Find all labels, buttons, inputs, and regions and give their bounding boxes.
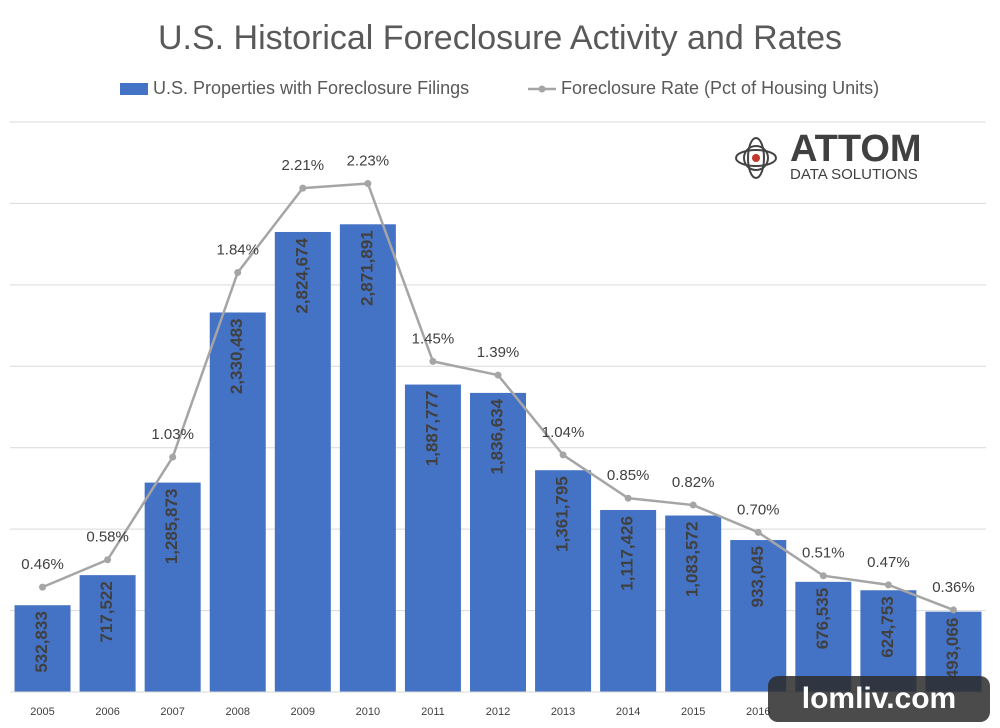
line-value-label: 1.03%: [151, 426, 194, 443]
line-value-label: 1.45%: [412, 330, 455, 347]
x-tick-label: 2009: [291, 706, 315, 718]
legend-marker: [538, 85, 546, 93]
bar: [209, 312, 266, 692]
bar-value-label: 2,871,891: [357, 230, 376, 306]
line-marker: [364, 180, 372, 188]
bar: [79, 575, 136, 692]
x-tick-label: 2013: [551, 706, 575, 718]
line-value-label: 1.39%: [477, 344, 520, 361]
line-marker: [689, 501, 697, 509]
line-value-label: 0.36%: [932, 579, 975, 596]
bar-value-label: 1,836,634: [487, 398, 506, 474]
bar-value-label: 1,361,795: [553, 476, 572, 552]
bar-value-label: 1,285,873: [162, 489, 181, 565]
bar-value-label: 493,066: [943, 618, 962, 679]
x-tick-label: 2005: [30, 706, 54, 718]
bar-value-label: 532,833: [32, 611, 51, 672]
line-marker: [949, 606, 957, 614]
x-tick-label: 2007: [160, 706, 184, 718]
line-value-label: 0.51%: [802, 545, 845, 562]
logo: ATTOM DATA SOLUTIONS: [735, 128, 922, 183]
line-marker: [299, 184, 307, 192]
bar-value-label: 933,045: [748, 546, 767, 607]
bar-value-label: 1,083,572: [683, 522, 702, 598]
bar: [339, 224, 396, 692]
line-value-label: 0.58%: [86, 529, 129, 546]
x-tick-label: 2015: [681, 706, 705, 718]
line-marker: [884, 581, 892, 589]
line-marker: [169, 453, 177, 461]
line-value-label: 0.70%: [737, 501, 780, 518]
line-marker: [559, 451, 567, 459]
bar-value-label: 1,887,777: [422, 391, 441, 467]
bar: [404, 384, 461, 692]
line-marker: [624, 494, 632, 502]
bar: [795, 581, 852, 692]
line-value-label: 0.47%: [867, 554, 910, 571]
x-tick-label: 2010: [356, 706, 380, 718]
bar: [144, 482, 201, 692]
bar-value-label: 717,522: [97, 581, 116, 642]
bar-value-label: 624,753: [878, 596, 897, 657]
bar-value-label: 1,117,426: [618, 516, 637, 591]
legend-label: U.S. Properties with Foreclosure Filings: [153, 78, 469, 98]
line-value-label: 1.84%: [216, 241, 259, 258]
line-value-label: 1.04%: [542, 424, 585, 441]
line-marker: [39, 583, 47, 591]
line-marker: [234, 268, 242, 276]
bar-value-label: 2,824,674: [292, 237, 311, 313]
logo-subtext: DATA SOLUTIONS: [790, 166, 918, 183]
line-value-label: 0.82%: [672, 474, 715, 491]
line-marker: [494, 371, 502, 379]
bar: [535, 470, 592, 692]
x-tick-label: 2006: [95, 706, 119, 718]
line-marker: [104, 556, 112, 564]
legend-swatch: [120, 83, 148, 95]
line-value-label: 0.46%: [21, 556, 64, 573]
bar: [274, 231, 331, 692]
bar: [665, 515, 722, 692]
line-value-label: 2.21%: [282, 157, 325, 174]
bar: [600, 510, 657, 692]
logo-text: ATTOM: [790, 128, 922, 170]
bar-value-label: 676,535: [813, 588, 832, 649]
line-value-label: 2.23%: [347, 153, 390, 170]
bar: [470, 392, 526, 692]
bar: [860, 590, 917, 692]
chart-title: U.S. Historical Foreclosure Activity and…: [158, 19, 842, 57]
line-value-label: 0.85%: [607, 467, 650, 484]
legend-label: Foreclosure Rate (Pct of Housing Units): [561, 78, 879, 98]
x-tick-label: 2008: [225, 706, 249, 718]
x-tick-label: 2014: [616, 706, 640, 718]
x-tick-label: 2012: [486, 706, 510, 718]
line-marker: [754, 528, 762, 536]
x-tick-label: 2011: [421, 706, 445, 718]
bar-value-label: 2,330,483: [227, 318, 246, 394]
watermark: lomliv.com: [802, 682, 956, 715]
bar: [730, 540, 787, 692]
x-tick-label: 2016: [746, 706, 770, 718]
line-marker: [819, 572, 827, 580]
bar: [14, 605, 71, 692]
watermark-box: [768, 676, 990, 722]
line-marker: [429, 357, 437, 365]
